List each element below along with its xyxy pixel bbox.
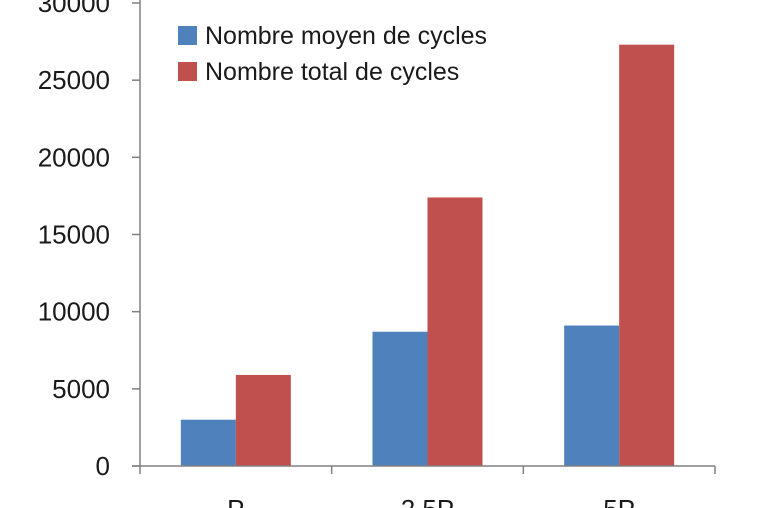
y-tick-label: 10000 <box>38 297 110 327</box>
bar-series <box>180 44 675 467</box>
y-tick-label: 0 <box>96 451 110 481</box>
bar-series-1-P <box>180 419 236 466</box>
bar-series-1-2.5P <box>372 331 428 466</box>
y-tick-label: 30000 <box>38 0 110 18</box>
bar-series-2-2.5P <box>427 197 483 466</box>
x-axis-ticks: P 2.5P 5P <box>139 466 716 508</box>
legend-swatch-series-1 <box>178 26 197 45</box>
x-tick-label: 2.5P <box>401 494 455 508</box>
y-tick-label: 15000 <box>38 220 110 250</box>
legend-label-series-1: Nombre moyen de cycles <box>205 22 487 50</box>
y-tick-label: 20000 <box>38 142 110 172</box>
y-tick-label: 5000 <box>52 374 110 404</box>
bar-series-2-5P <box>619 44 675 467</box>
x-tick-label: P <box>227 494 244 508</box>
y-tick-label: 25000 <box>38 65 110 95</box>
bar-series-2-P <box>235 374 291 466</box>
legend-label-series-2: Nombre total de cycles <box>205 58 459 86</box>
legend: Nombre moyen de cycles Nombre total de c… <box>178 22 487 86</box>
legend-swatch-series-2 <box>178 62 197 81</box>
x-tick-label: 5P <box>603 494 635 508</box>
bar-series-1-5P <box>564 325 620 466</box>
y-axis-ticks: 0 5000 10000 15000 20000 25000 30000 <box>38 0 140 481</box>
